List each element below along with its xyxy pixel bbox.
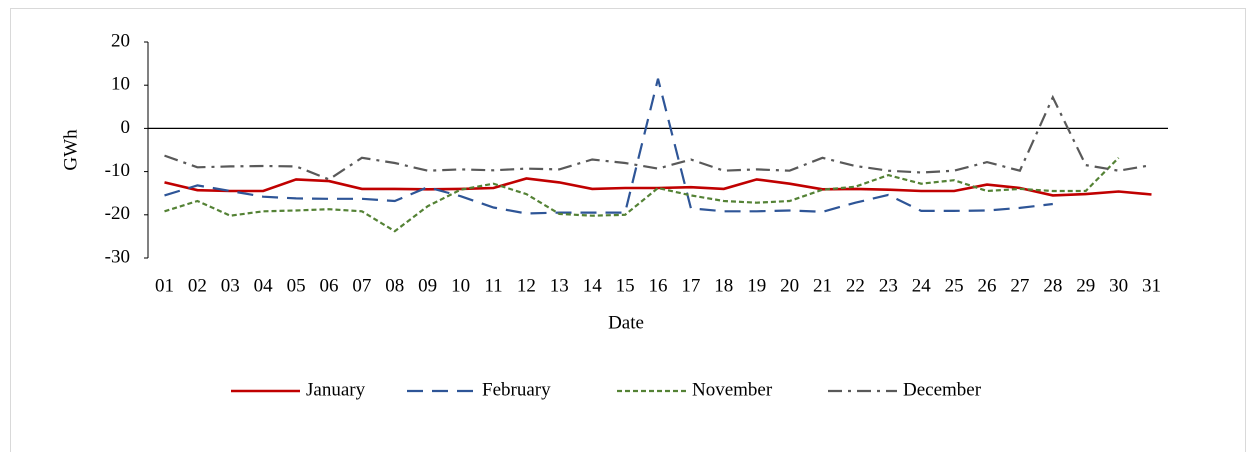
x-tick-label: 06 [319,275,338,296]
y-tick-label: 20 [111,30,130,51]
x-tick-label: 02 [188,275,207,296]
x-tick-label: 05 [287,275,306,296]
x-axis-title: Date [608,312,644,333]
x-tick-label: 21 [813,275,832,296]
x-tick-label: 13 [550,275,569,296]
x-tick-label: 22 [846,275,865,296]
series-line [164,78,1053,215]
x-tick-label: 15 [616,275,635,296]
x-tick-label: 16 [649,275,668,296]
y-tick-label: 0 [121,117,131,138]
x-tick-label: 08 [385,275,404,296]
x-tick-label: 14 [583,275,603,296]
y-axis-title: GWh [60,129,81,171]
x-tick-label: 30 [1109,275,1128,296]
x-tick-label: 24 [912,275,932,296]
x-tick-label: 26 [978,275,997,296]
y-tick-label: -10 [105,160,130,181]
x-tick-label: 01 [155,275,174,296]
x-tick-label: 12 [517,275,536,296]
y-tick-label: -20 [105,203,130,224]
y-tick-label: -30 [105,246,130,267]
series-line [164,157,1120,233]
chart-frame [10,8,1246,452]
x-tick-label: 17 [681,275,700,296]
legend-label: January [306,379,366,400]
x-tick-label: 07 [352,275,371,296]
x-tick-label: 29 [1076,275,1095,296]
y-tick-label: 10 [111,74,130,95]
series-line [164,94,1152,181]
x-tick-label: 25 [945,275,964,296]
x-tick-label: 04 [254,275,274,296]
x-tick-label: 18 [714,275,733,296]
x-tick-label: 10 [451,275,470,296]
x-tick-label: 09 [418,275,437,296]
legend-label: November [692,379,773,400]
x-tick-label: 27 [1010,275,1029,296]
x-tick-label: 31 [1142,275,1161,296]
x-tick-label: 20 [780,275,799,296]
series-line [164,177,1152,197]
legend-label: February [482,379,551,400]
x-tick-label: 23 [879,275,898,296]
x-tick-label: 11 [484,275,502,296]
legend-label: December [903,379,982,400]
x-tick-label: 28 [1043,275,1062,296]
x-tick-label: 03 [221,275,240,296]
x-tick-label: 19 [747,275,766,296]
